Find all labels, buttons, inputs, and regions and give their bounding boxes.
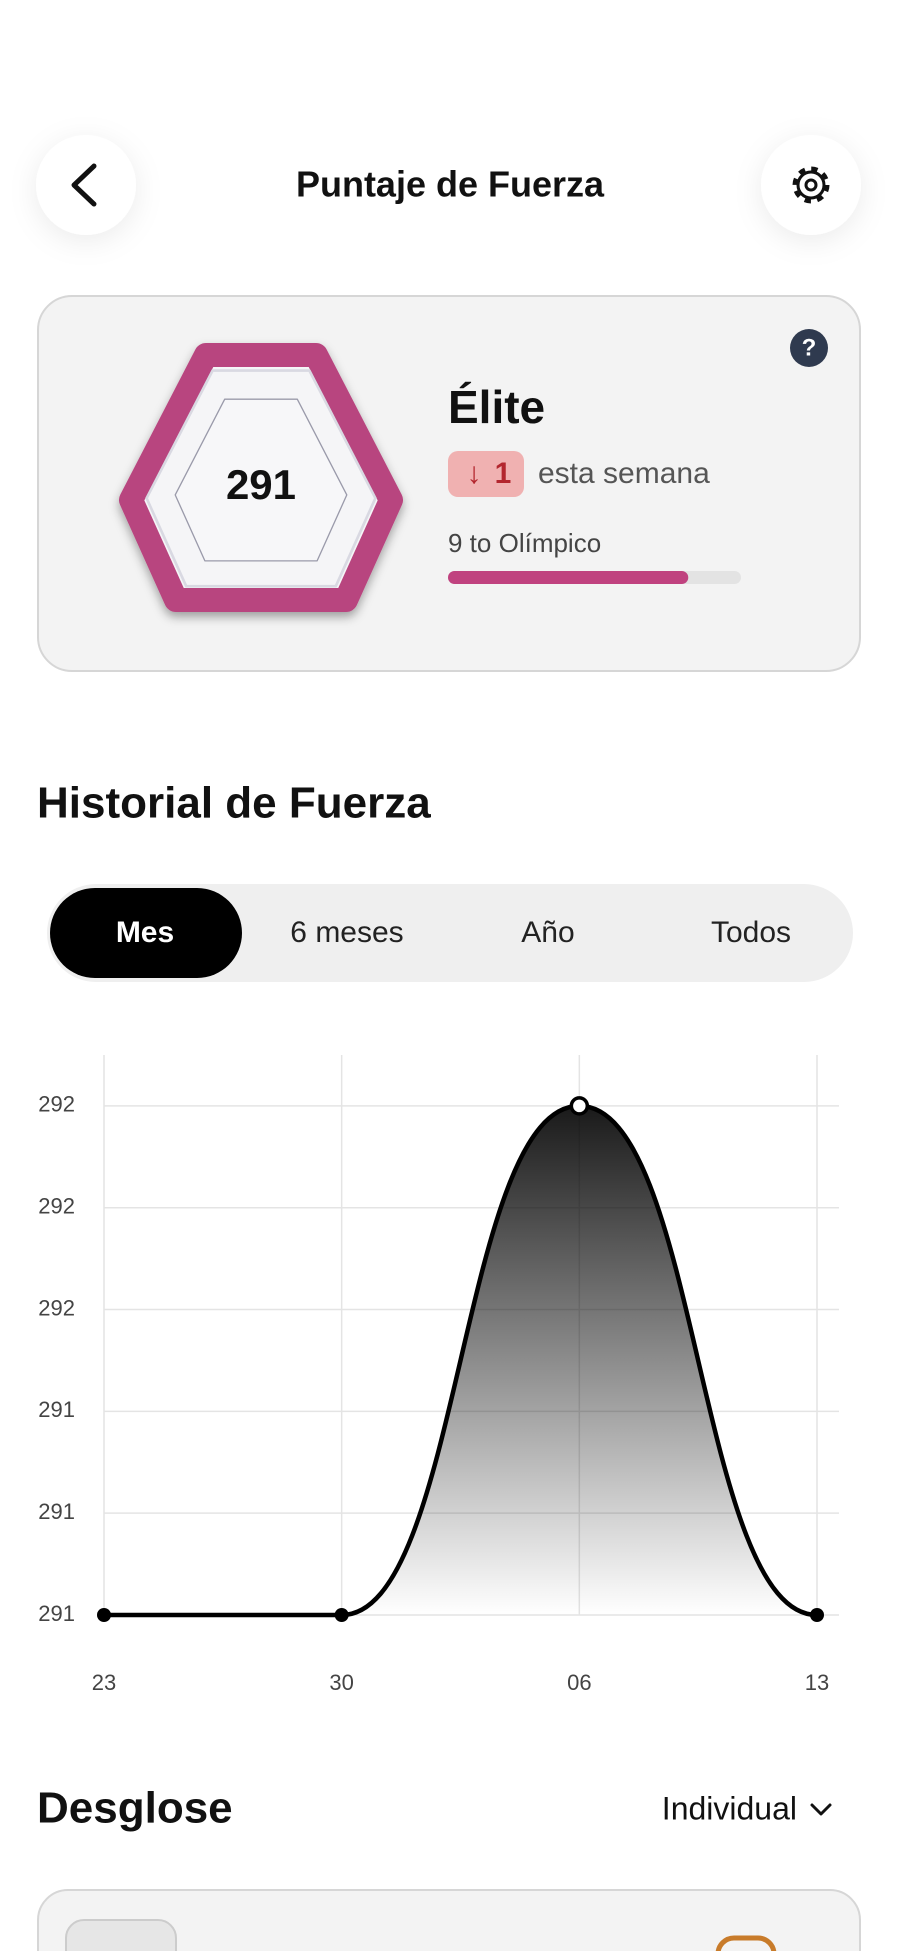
- help-button[interactable]: [790, 329, 828, 367]
- y-tick-label: 291: [38, 1397, 75, 1422]
- tab[interactable]: 6 meses: [290, 916, 403, 949]
- filter-dropdown[interactable]: Individual: [662, 1790, 797, 1826]
- x-tick-label: 23: [92, 1670, 116, 1695]
- page-title: Puntaje de Fuerza: [296, 164, 605, 205]
- section-title: Desglose: [37, 1784, 233, 1833]
- change-arrow: ↓: [467, 457, 482, 490]
- x-tick-label: 13: [805, 1670, 829, 1695]
- change-value: 1: [495, 457, 512, 490]
- data-point: [334, 1608, 349, 1622]
- y-tick-label: 292: [38, 1194, 75, 1219]
- settings-teeth: [792, 166, 830, 204]
- section-title: Historial de Fuerza: [37, 779, 431, 828]
- y-tick-label: 291: [38, 1499, 75, 1524]
- breakdown-card: [37, 1889, 861, 1951]
- tab-selected: [50, 888, 242, 978]
- settings-body: [796, 170, 826, 200]
- x-tick-label: 06: [567, 1670, 591, 1695]
- line: [104, 1103, 818, 1618]
- data-point: [810, 1608, 824, 1622]
- y-tick-label: 291: [38, 1601, 75, 1626]
- data-point: [569, 1096, 590, 1116]
- data-point: [97, 1608, 111, 1622]
- score-value: 291: [226, 461, 296, 508]
- settings-hole: [804, 178, 818, 192]
- change-badge: [448, 451, 524, 497]
- back-icon: [71, 163, 97, 207]
- next-level-text: 9 to Olímpico: [448, 528, 601, 558]
- y-tick-label: 292: [38, 1092, 75, 1117]
- score-core: [174, 398, 348, 562]
- help-icon: ?: [802, 334, 817, 361]
- level-name: Élite: [448, 381, 545, 433]
- back-button[interactable]: [36, 135, 136, 235]
- muscle-thumbnail: [65, 1919, 177, 1951]
- x-tick-label: 30: [329, 1670, 353, 1695]
- dropdown-chevron: [810, 1803, 832, 1816]
- tab[interactable]: Todos: [711, 916, 791, 949]
- change-text: esta semana: [538, 457, 710, 490]
- y-tick-label: 292: [38, 1295, 75, 1320]
- segmented-control: [47, 884, 853, 982]
- score-ring-inner: [145, 369, 377, 588]
- progress-fill: [448, 571, 689, 584]
- tab[interactable]: Mes: [116, 916, 174, 949]
- tab[interactable]: Año: [521, 916, 574, 949]
- rank-badge: [715, 1935, 777, 1951]
